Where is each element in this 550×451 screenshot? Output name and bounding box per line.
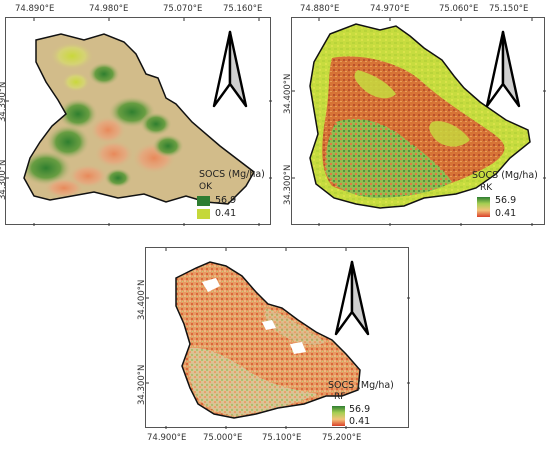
ok-legend-title: SOCS (Mg/ha) — [199, 169, 265, 180]
rf-legend-gradient — [332, 406, 345, 426]
ok-x-tick-2: 74.980°E — [89, 4, 129, 14]
ok-map-panel: SOCS (Mg/ha) OK 56.9 0.41 — [5, 17, 272, 226]
rf-y-tick-2: 34.300°N — [137, 364, 147, 405]
rk-y-tick-1: 34.400°N — [283, 73, 293, 114]
ok-x-tick-4: 75.160°E — [223, 4, 263, 14]
ok-legend-model: OK — [199, 182, 212, 192]
rf-x-tick-1: 74.900°E — [147, 433, 187, 443]
rk-x-tick-2: 74.970°E — [370, 4, 410, 14]
rf-map-svg — [146, 248, 410, 429]
rk-legend-model: RK — [480, 183, 493, 193]
ok-map-svg — [6, 18, 272, 226]
north-arrow-icon — [212, 30, 248, 108]
north-arrow-icon — [485, 30, 521, 108]
rf-x-tick-4: 75.200°E — [322, 433, 362, 443]
rk-x-tick-4: 75.150°E — [489, 4, 529, 14]
ok-legend-min-label: 0.41 — [215, 208, 237, 219]
rk-map-panel: SOCS (Mg/ha) RK 56.9 0.41 — [291, 17, 546, 226]
rk-legend-title: SOCS (Mg/ha) — [472, 170, 538, 181]
ok-y-tick-2: 34.300°N — [0, 159, 8, 200]
ok-legend-min-swatch — [197, 209, 210, 219]
rk-y-tick-2: 34.300°N — [283, 164, 293, 205]
rk-map-svg — [292, 18, 546, 226]
rf-map-panel: SOCS (Mg/ha) RF 56.9 0.41 — [145, 247, 410, 429]
ok-y-tick-1: 34.390°N — [0, 81, 8, 122]
rf-y-tick-1: 34.400°N — [137, 279, 147, 320]
rk-x-tick-1: 74.880°E — [300, 4, 340, 14]
rf-boundary — [175, 261, 361, 419]
rf-legend-model: RF — [334, 392, 346, 402]
rf-legend-min-label: 0.41 — [349, 416, 371, 427]
rk-legend-gradient — [477, 197, 490, 217]
rk-legend-max-label: 56.9 — [495, 195, 517, 206]
ok-legend-max-swatch — [197, 196, 210, 206]
rk-x-tick-3: 75.060°E — [439, 4, 479, 14]
ok-x-tick-3: 75.070°E — [163, 4, 203, 14]
rf-legend-title: SOCS (Mg/ha) — [328, 380, 394, 391]
rf-x-tick-3: 75.100°E — [262, 433, 302, 443]
rf-legend-max-label: 56.9 — [349, 404, 371, 415]
ok-boundary — [23, 33, 255, 205]
rk-legend-min-label: 0.41 — [495, 208, 517, 219]
north-arrow-icon — [334, 260, 370, 336]
rk-boundary — [309, 23, 531, 209]
ok-x-tick-1: 74.890°E — [15, 4, 55, 14]
rf-x-tick-2: 75.000°E — [203, 433, 243, 443]
ok-legend-max-label: 56.9 — [215, 195, 237, 206]
